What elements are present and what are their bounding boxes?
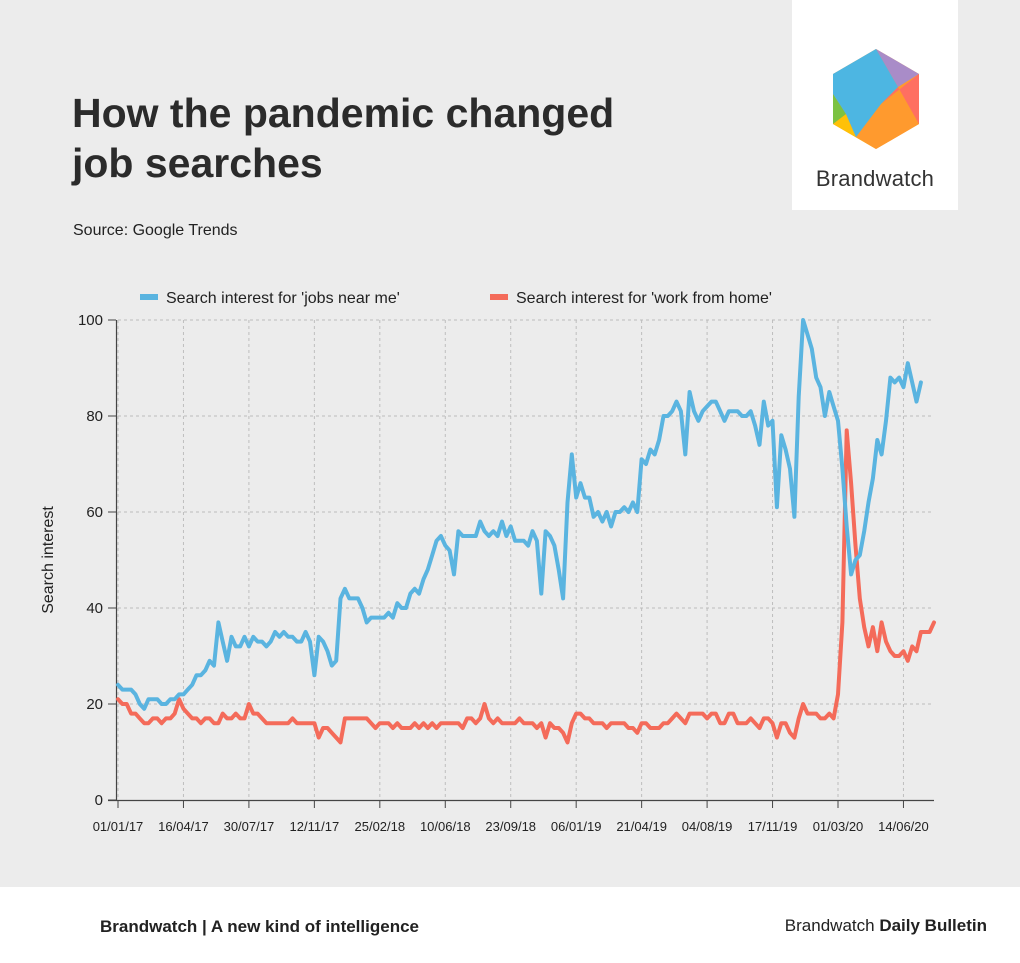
footer-tagline: Brandwatch | A new kind of intelligence [100,917,419,936]
chart-legend: Search interest for 'jobs near me' Search… [140,290,772,307]
x-tick-label: 16/04/17 [158,819,209,834]
y-tick-label: 60 [86,504,103,521]
x-tick-label: 21/04/19 [616,819,667,834]
legend-swatch [490,294,508,300]
x-tick-label: 17/11/19 [748,819,798,834]
legend-label: Search interest for 'jobs near me' [166,290,400,307]
legend-swatch [140,294,158,300]
y-tick-label: 80 [86,408,103,425]
x-tick-label: 04/08/19 [682,819,733,834]
series-line [116,428,936,745]
chart-axes [108,320,934,802]
x-tick-label: 25/02/18 [355,819,406,834]
x-tick-label: 14/06/20 [878,819,929,834]
x-tick-label: 23/09/18 [485,819,536,834]
brandwatch-hexagon-logo-icon [833,49,919,149]
footer-bulletin: Brandwatch Daily Bulletin [785,916,987,936]
footer-brand: Brandwatch [784,916,875,935]
footer-bar: Brandwatch | A new kind of intelligence … [0,887,1020,963]
x-tick-label: 10/06/18 [420,819,471,834]
footer-bulletin-name: Daily Bulletin [879,916,987,935]
y-axis-label: Search interest [40,506,57,614]
x-tick-label: 01/01/17 [93,819,144,834]
legend-item: Search interest for 'work from home' [490,290,772,307]
legend-item: Search interest for 'jobs near me' [140,290,400,307]
brand-wordmark: Brandwatch [815,166,935,191]
series-line [116,318,923,711]
series-lines [116,318,936,745]
y-tick-label: 40 [86,600,103,617]
y-tick-label: 0 [95,792,103,809]
line-chart: 0 20 40 60 80 100 01/01/17 16/04/17 30/07/17 12/… [40,290,936,834]
brand-logo-panel: Brandwatch [792,0,958,210]
x-tick-label: 01/03/20 [813,819,864,834]
y-tick-label: 100 [78,312,103,329]
x-tick-label: 12/11/17 [290,819,340,834]
x-tick-label: 06/01/19 [551,819,602,834]
legend-label: Search interest for 'work from home' [516,290,772,307]
y-axis-ticks: 0 20 40 60 80 100 [78,312,116,809]
x-tick-label: 30/07/17 [224,819,275,834]
chart-grid [117,319,934,800]
x-axis-ticks: 01/01/17 16/04/17 30/07/17 12/11/17 25/02/18… [93,800,929,834]
source-note: Source: Google Trends [73,222,238,239]
chart-title: How the pandemic changed job searches [72,90,615,186]
y-tick-label: 20 [86,696,103,713]
